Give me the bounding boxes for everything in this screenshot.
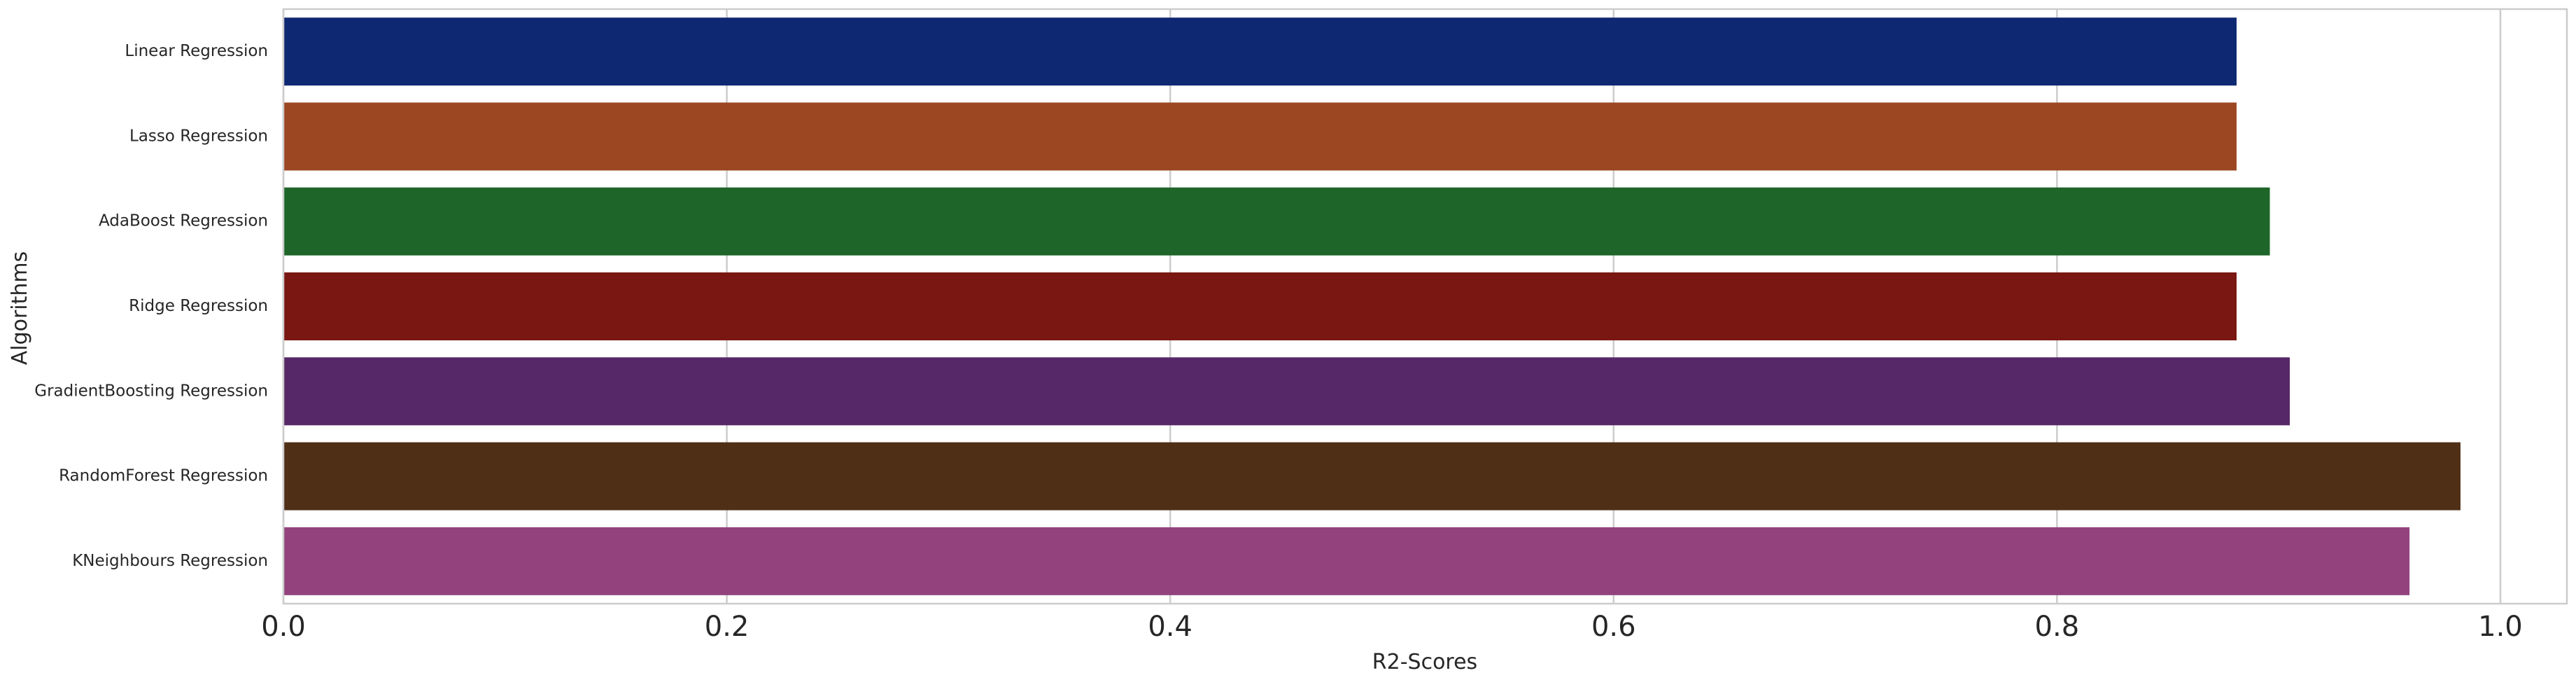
bar [283, 18, 2237, 86]
bar [283, 187, 2270, 256]
category-label: Ridge Regression [129, 297, 268, 315]
x-tick-labels: 0.0 0.2 0.4 0.6 0.8 1.0 [261, 611, 2523, 643]
x-tick-label: 0.2 [705, 611, 749, 643]
x-tick-label: 0.8 [2035, 611, 2080, 643]
plot-frame [282, 8, 2568, 605]
category-label: AdaBoost Regression [99, 212, 268, 230]
bars [283, 18, 2461, 595]
category-label: RandomForest Regression [59, 467, 268, 485]
x-tick-label: 0.0 [261, 611, 306, 643]
y-axis-label: Algorithms [8, 251, 32, 366]
bar [283, 357, 2290, 426]
bar [283, 442, 2461, 511]
x-tick-label: 0.4 [1148, 611, 1192, 643]
bar [283, 272, 2237, 341]
bar [283, 102, 2237, 171]
bar [283, 527, 2410, 595]
x-axis-label: R2-Scores [1372, 650, 1477, 674]
category-label: Lasso Regression [129, 127, 268, 145]
x-tick-label: 1.0 [2478, 611, 2523, 643]
category-label: Linear Regression [125, 42, 268, 60]
category-label: KNeighbours Regression [72, 552, 268, 570]
category-label: GradientBoosting Regression [34, 382, 268, 400]
x-tick-label: 0.6 [1591, 611, 1636, 643]
category-labels: Linear Regression Lasso Regression AdaBoos… [34, 42, 268, 570]
